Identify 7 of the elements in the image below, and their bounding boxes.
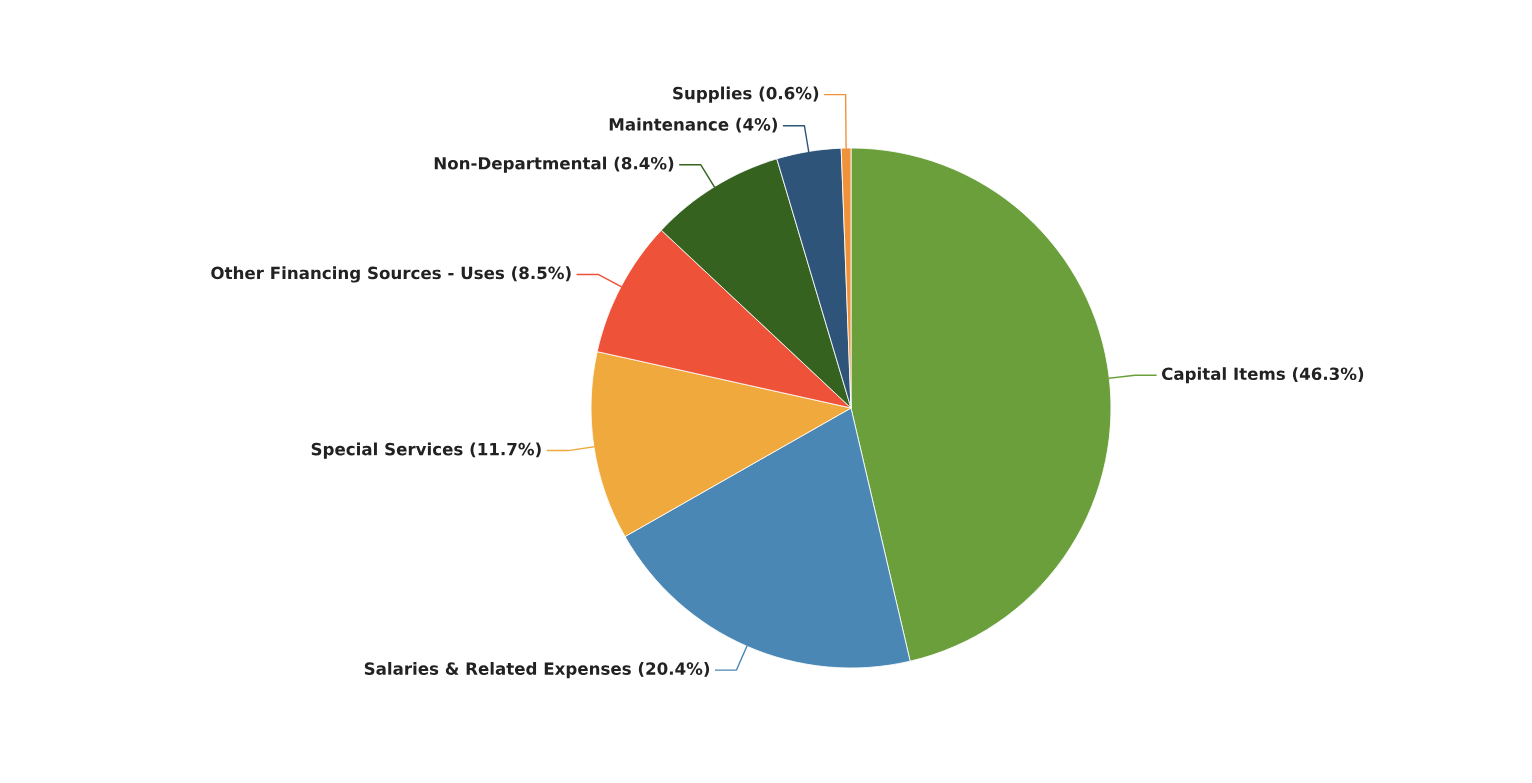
slice-label: Supplies (0.6%) (673, 86, 819, 103)
slice-label: Maintenance (4%) (609, 117, 777, 133)
slice-label: Special Services (11.7%) (311, 442, 541, 459)
slice-label: Other Financing Sources - Uses (8.5%) (211, 266, 571, 283)
slice-label: Non-Departmental (8.4%) (434, 156, 674, 173)
slice-label: Salaries & Related Expenses (20.4%) (364, 662, 710, 679)
slice-label: Capital Items (46.3%) (1161, 367, 1364, 384)
